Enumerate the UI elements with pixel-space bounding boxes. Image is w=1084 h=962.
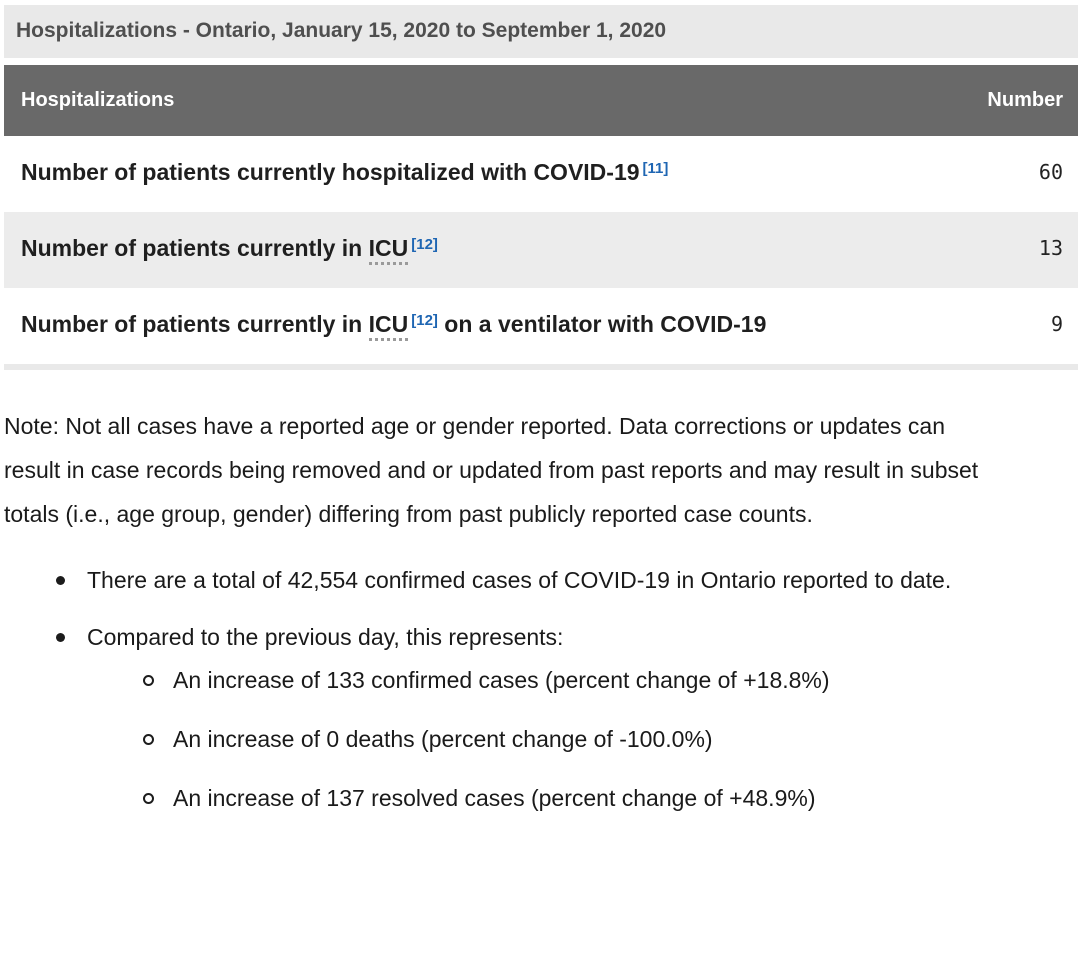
notes-section: Note: Not all cases have a reported age …: [4, 404, 1064, 820]
row-label-text: Number of patients currently in: [21, 235, 369, 261]
column-header-number: Number: [987, 89, 1063, 111]
daily-change-sublist: An increase of 133 confirmed cases (perc…: [143, 659, 992, 820]
footnote-link-11[interactable]: [11]: [642, 159, 669, 177]
row-label-text-continued: on a ventilator with COVID-19: [437, 311, 767, 337]
table-row: Number of patients currently hospitalize…: [4, 136, 1078, 212]
row-label: Number of patients currently hospitalize…: [4, 136, 886, 212]
table-caption: Hospitalizations - Ontario, January 15, …: [4, 5, 1078, 58]
page: Hospitalizations - Ontario, January 15, …: [0, 5, 1084, 820]
row-value: 9: [1050, 312, 1063, 336]
row-value: 13: [1038, 236, 1063, 260]
table-row: Number of patients currently in ICU [12] …: [4, 212, 1078, 288]
list-item: Compared to the previous day, this repre…: [56, 616, 992, 820]
icu-abbreviation: ICU: [368, 311, 409, 341]
row-label-text: Number of patients currently in: [21, 311, 369, 337]
footnote-link-12[interactable]: [12]: [411, 235, 438, 253]
list-item: There are a total of 42,554 confirmed ca…: [56, 559, 992, 602]
row-label-text: Number of patients currently hospitalize…: [21, 159, 640, 185]
list-item-text: Compared to the previous day, this repre…: [87, 624, 564, 650]
hospitalizations-table: Hospitalizations - Ontario, January 15, …: [4, 5, 1078, 370]
table-header-row: Hospitalizations Number: [4, 65, 1078, 136]
row-value: 60: [1038, 160, 1063, 184]
summary-bullet-list: There are a total of 42,554 confirmed ca…: [56, 559, 1064, 820]
table-row: Number of patients currently in ICU [12] …: [4, 288, 1078, 364]
list-item: An increase of 137 resolved cases (perce…: [143, 777, 992, 820]
list-item: An increase of 133 confirmed cases (perc…: [143, 659, 992, 702]
list-item: An increase of 0 deaths (percent change …: [143, 718, 992, 761]
row-label: Number of patients currently in ICU [12] …: [4, 288, 886, 364]
row-label: Number of patients currently in ICU [12]: [4, 212, 886, 288]
note-paragraph: Note: Not all cases have a reported age …: [4, 413, 979, 527]
icu-abbreviation: ICU: [368, 235, 409, 265]
table-bottom-divider: [4, 364, 1078, 370]
footnote-link-12[interactable]: [12]: [411, 311, 438, 329]
column-header-hospitalizations: Hospitalizations: [21, 89, 175, 111]
